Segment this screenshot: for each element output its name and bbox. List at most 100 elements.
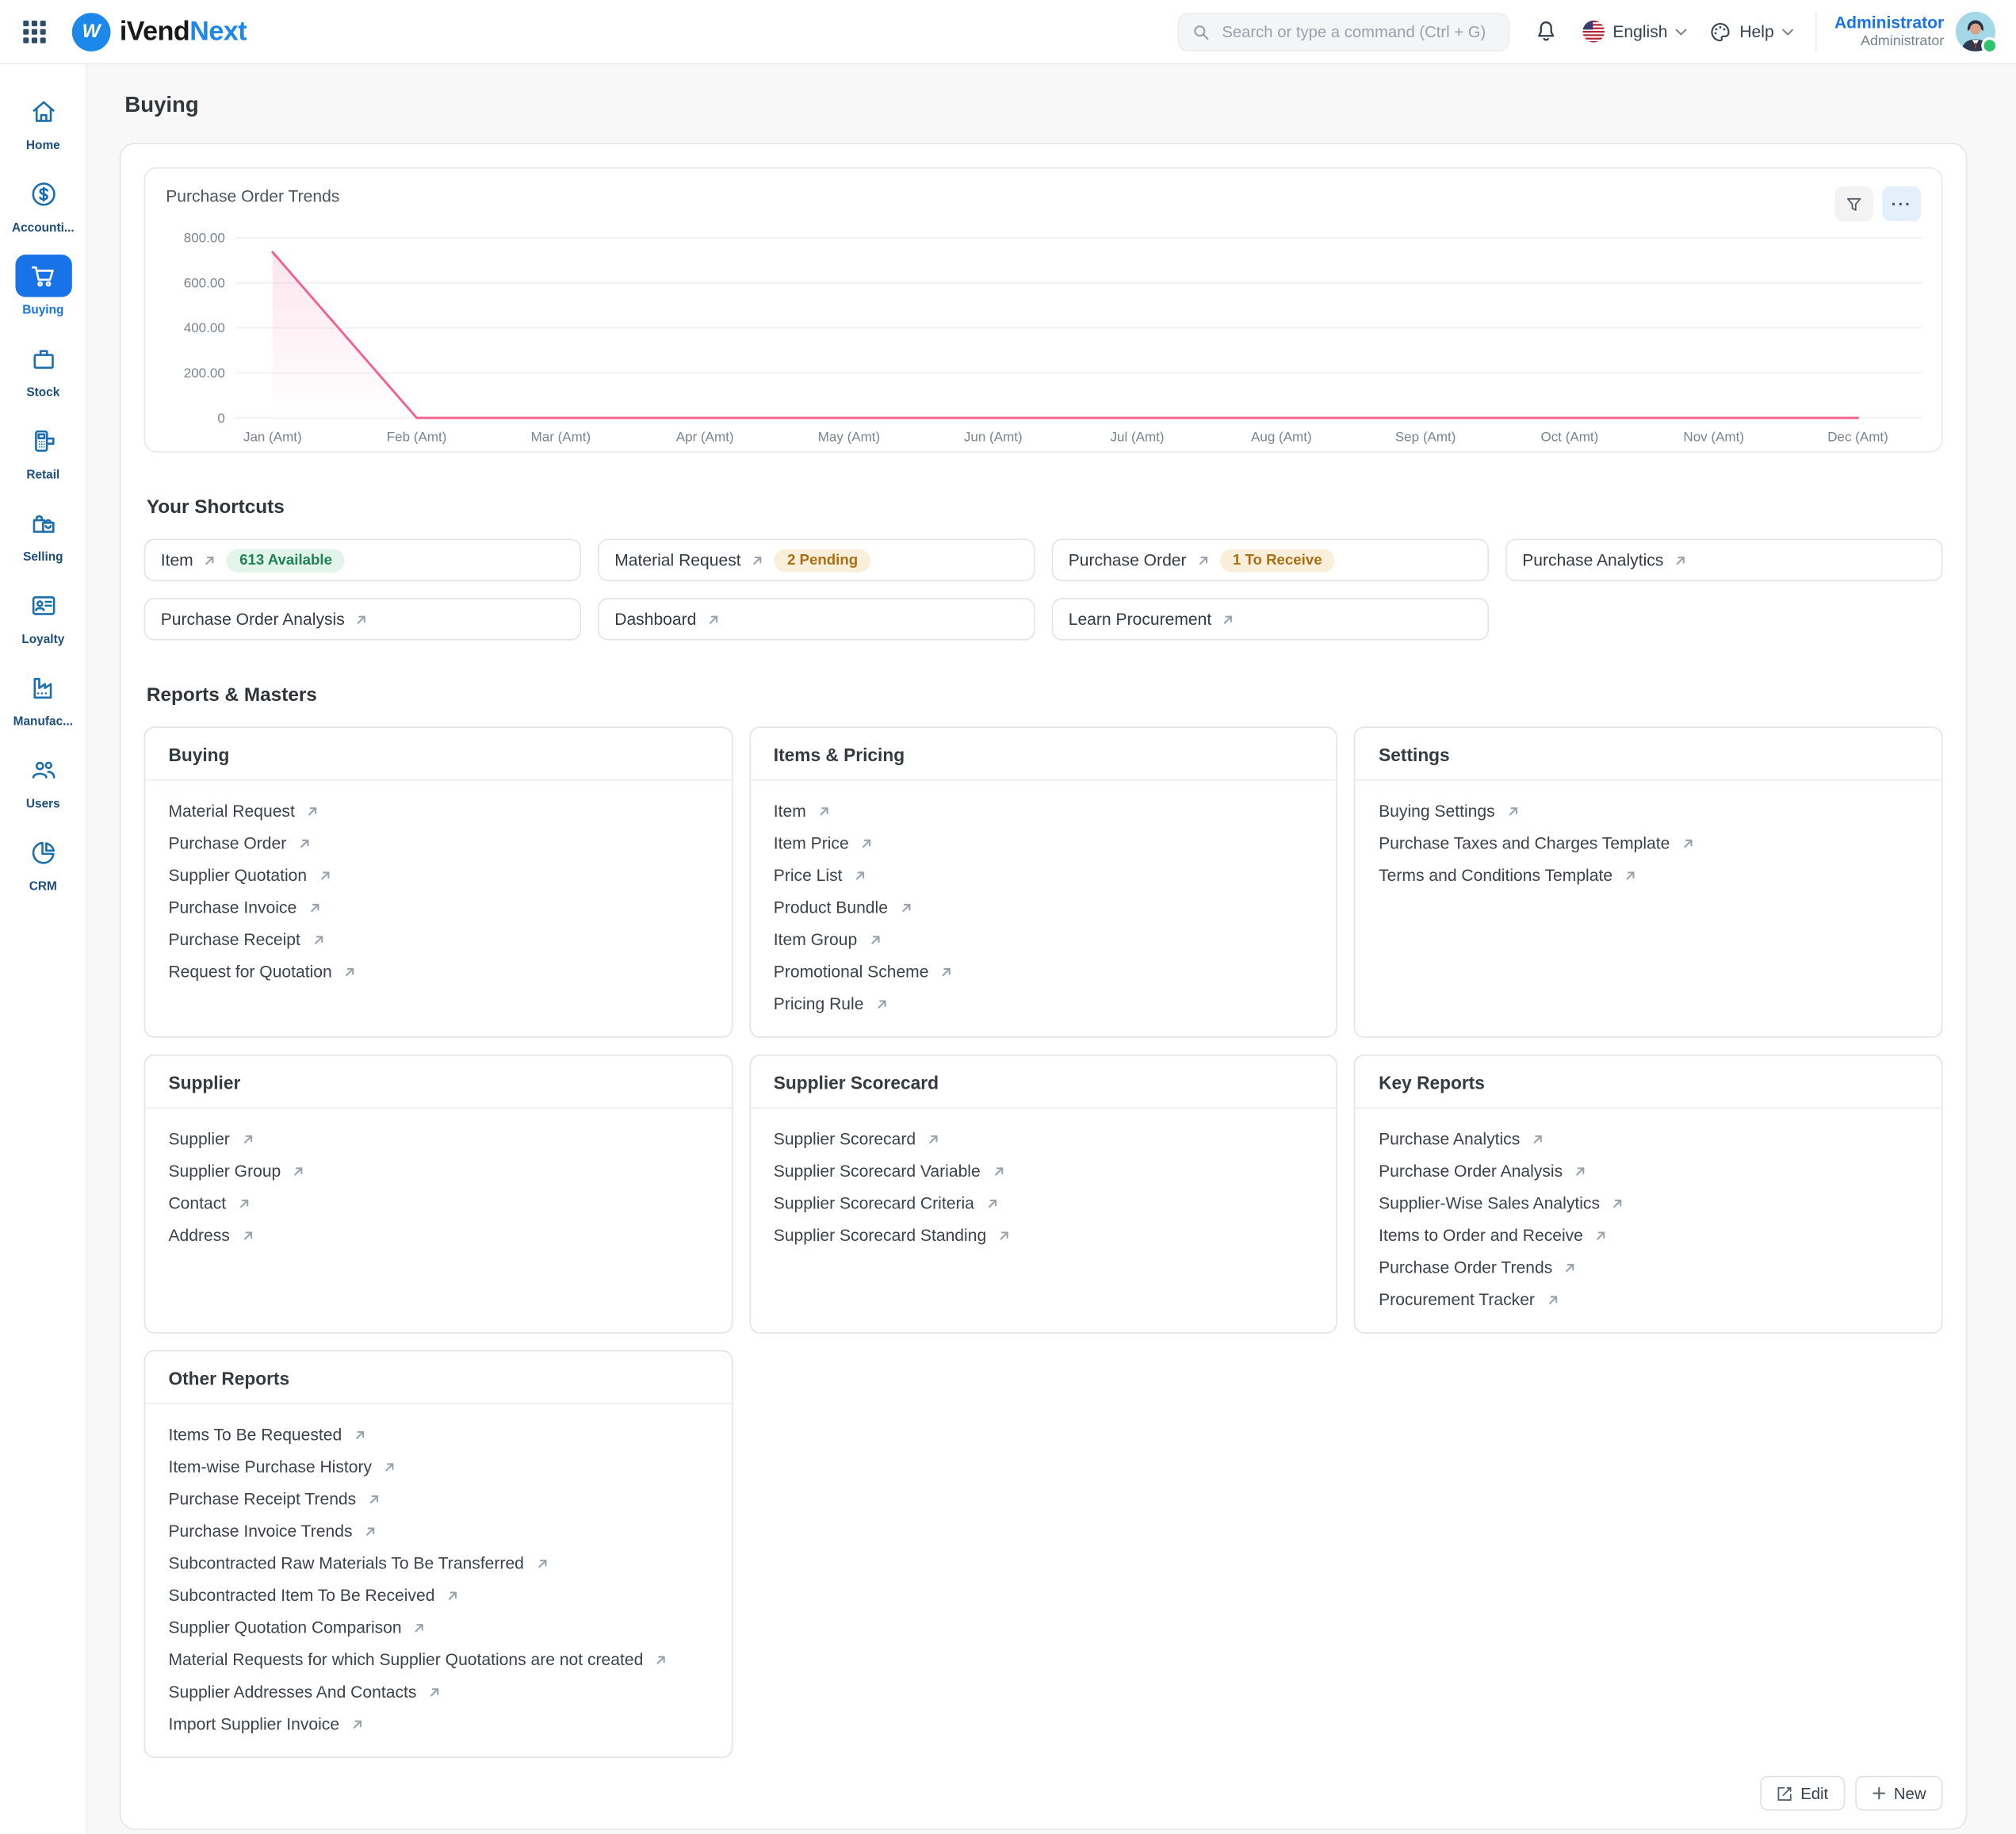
link-label: Purchase Order Trends <box>1379 1258 1553 1277</box>
shortcut-purchase-analytics[interactable]: Purchase Analytics <box>1505 538 1943 582</box>
top-navbar: W iVendNext English <box>0 0 2016 65</box>
link-price-list[interactable]: Price List <box>774 859 1314 891</box>
sidebar-item-buying[interactable]: Buying <box>0 255 86 318</box>
link-purchase-invoice-trends[interactable]: Purchase Invoice Trends <box>168 1514 708 1547</box>
sidebar-item-crm[interactable]: CRM <box>0 831 86 894</box>
user-name: Administrator <box>1834 12 1945 32</box>
link-terms-and-conditions-template[interactable]: Terms and Conditions Template <box>1379 859 1918 891</box>
chart-filter-button[interactable] <box>1834 186 1873 221</box>
users-icon <box>15 749 71 791</box>
sidebar-item-loyalty[interactable]: Loyalty <box>0 584 86 647</box>
sidebar-item-accounting[interactable]: Accounti... <box>0 172 86 235</box>
link-supplier[interactable]: Supplier <box>168 1123 708 1155</box>
link-material-requests-for-which-supplier-quotations-are-not-created[interactable]: Material Requests for which Supplier Quo… <box>168 1644 708 1676</box>
link-subcontracted-item-to-be-received[interactable]: Subcontracted Item To Be Received <box>168 1579 708 1612</box>
shortcut-material-request[interactable]: Material Request 2 Pending <box>598 538 1035 582</box>
svg-text:Mar (Amt): Mar (Amt) <box>531 429 591 444</box>
link-items-to-order-and-receive[interactable]: Items to Order and Receive <box>1379 1219 1918 1251</box>
link-label: Terms and Conditions Template <box>1379 865 1613 885</box>
sidebar-item-home[interactable]: Home <box>0 90 86 153</box>
link-item-group[interactable]: Item Group <box>774 923 1314 955</box>
external-link-icon <box>928 1132 940 1145</box>
search-input[interactable] <box>1219 21 1496 42</box>
link-material-request[interactable]: Material Request <box>168 794 708 827</box>
edit-icon <box>1777 1786 1792 1801</box>
external-link-icon <box>343 965 356 978</box>
search-icon <box>1192 22 1211 40</box>
chart-menu-button[interactable]: ··· <box>1882 186 1921 221</box>
edit-button[interactable]: Edit <box>1760 1775 1846 1811</box>
shortcut-label: Learn Procurement <box>1068 609 1212 630</box>
link-address[interactable]: Address <box>168 1219 708 1251</box>
link-label: Supplier <box>168 1128 230 1149</box>
report-card-title: Supplier <box>145 1056 732 1109</box>
link-supplier-group[interactable]: Supplier Group <box>168 1154 708 1187</box>
external-link-icon <box>1674 553 1686 566</box>
shortcut-purchase-order-analysis[interactable]: Purchase Order Analysis <box>143 598 582 641</box>
report-card-title: Settings <box>1355 728 1941 781</box>
sidebar-item-stock[interactable]: Stock <box>0 337 86 400</box>
sidebar-item-users[interactable]: Users <box>0 749 86 811</box>
link-promotional-scheme[interactable]: Promotional Scheme <box>774 955 1314 988</box>
link-supplier-scorecard-variable[interactable]: Supplier Scorecard Variable <box>774 1154 1314 1187</box>
link-supplier-addresses-and-contacts[interactable]: Supplier Addresses And Contacts <box>168 1675 708 1708</box>
help-menu[interactable]: Help <box>1708 20 1793 43</box>
link-pricing-rule[interactable]: Pricing Rule <box>774 988 1314 1020</box>
svg-text:Apr (Amt): Apr (Amt) <box>676 429 734 444</box>
external-link-icon <box>293 1165 305 1177</box>
svg-text:Jan (Amt): Jan (Amt) <box>243 429 302 444</box>
link-request-for-quotation[interactable]: Request for Quotation <box>168 955 708 988</box>
link-items-to-be-requested[interactable]: Items To Be Requested <box>168 1419 708 1451</box>
sidebar-item-selling[interactable]: Selling <box>0 502 86 565</box>
external-link-icon <box>413 1621 426 1633</box>
link-buying-settings[interactable]: Buying Settings <box>1379 794 1918 827</box>
avatar <box>1955 11 1999 55</box>
language-selector[interactable]: English <box>1583 20 1687 43</box>
link-supplier-quotation-comparison[interactable]: Supplier Quotation Comparison <box>168 1611 708 1644</box>
link-purchase-invoice[interactable]: Purchase Invoice <box>168 891 708 924</box>
link-purchase-order[interactable]: Purchase Order <box>168 827 708 860</box>
link-purchase-receipt-trends[interactable]: Purchase Receipt Trends <box>168 1483 708 1515</box>
user-menu[interactable]: Administrator Administrator <box>1815 11 1999 55</box>
link-item[interactable]: Item <box>774 794 1314 827</box>
link-label: Supplier Group <box>168 1161 281 1181</box>
shortcut-purchase-order[interactable]: Purchase Order 1 To Receive <box>1051 538 1490 582</box>
link-product-bundle[interactable]: Product Bundle <box>774 891 1314 924</box>
logo-text-next: Next <box>189 16 247 46</box>
link-procurement-tracker[interactable]: Procurement Tracker <box>1379 1284 1918 1316</box>
link-item-price[interactable]: Item Price <box>774 827 1314 860</box>
global-search[interactable] <box>1178 12 1510 52</box>
link-import-supplier-invoice[interactable]: Import Supplier Invoice <box>168 1708 708 1740</box>
shortcut-learn-procurement[interactable]: Learn Procurement <box>1051 598 1490 641</box>
link-supplier-wise-sales-analytics[interactable]: Supplier-Wise Sales Analytics <box>1379 1187 1918 1219</box>
link-item-wise-purchase-history[interactable]: Item-wise Purchase History <box>168 1450 708 1483</box>
sidebar-item-manufacturing[interactable]: Manufac... <box>0 666 86 729</box>
new-button[interactable]: New <box>1855 1775 1943 1811</box>
link-subcontracted-raw-materials-to-be-transferred[interactable]: Subcontracted Raw Materials To Be Transf… <box>168 1547 708 1579</box>
external-link-icon <box>1506 804 1519 817</box>
shortcut-label: Material Request <box>614 550 741 570</box>
chevron-down-icon <box>1781 28 1793 36</box>
link-supplier-scorecard[interactable]: Supplier Scorecard <box>774 1123 1314 1155</box>
card-icon <box>15 584 71 626</box>
notifications-bell-icon[interactable] <box>1532 17 1561 46</box>
sidebar-item-retail[interactable]: Retail <box>0 419 86 482</box>
link-purchase-receipt[interactable]: Purchase Receipt <box>168 923 708 955</box>
app-grid-icon[interactable] <box>18 15 52 48</box>
shortcut-dashboard[interactable]: Dashboard <box>598 598 1035 641</box>
link-purchase-taxes-and-charges-template[interactable]: Purchase Taxes and Charges Template <box>1379 827 1918 860</box>
link-purchase-order-trends[interactable]: Purchase Order Trends <box>1379 1251 1918 1284</box>
link-supplier-scorecard-standing[interactable]: Supplier Scorecard Standing <box>774 1219 1314 1251</box>
link-label: Contact <box>168 1193 227 1213</box>
app-logo[interactable]: W iVendNext <box>71 12 247 52</box>
link-label: Procurement Tracker <box>1379 1289 1535 1310</box>
link-purchase-analytics[interactable]: Purchase Analytics <box>1379 1123 1918 1155</box>
link-contact[interactable]: Contact <box>168 1187 708 1219</box>
link-supplier-scorecard-criteria[interactable]: Supplier Scorecard Criteria <box>774 1187 1314 1219</box>
sidebar-item-label: Accounti... <box>11 220 75 235</box>
shortcut-item[interactable]: Item 613 Available <box>143 538 582 582</box>
status-badge: 1 To Receive <box>1219 548 1335 572</box>
link-purchase-order-analysis[interactable]: Purchase Order Analysis <box>1379 1154 1918 1187</box>
link-label: Purchase Receipt Trends <box>168 1489 357 1509</box>
link-supplier-quotation[interactable]: Supplier Quotation <box>168 859 708 891</box>
